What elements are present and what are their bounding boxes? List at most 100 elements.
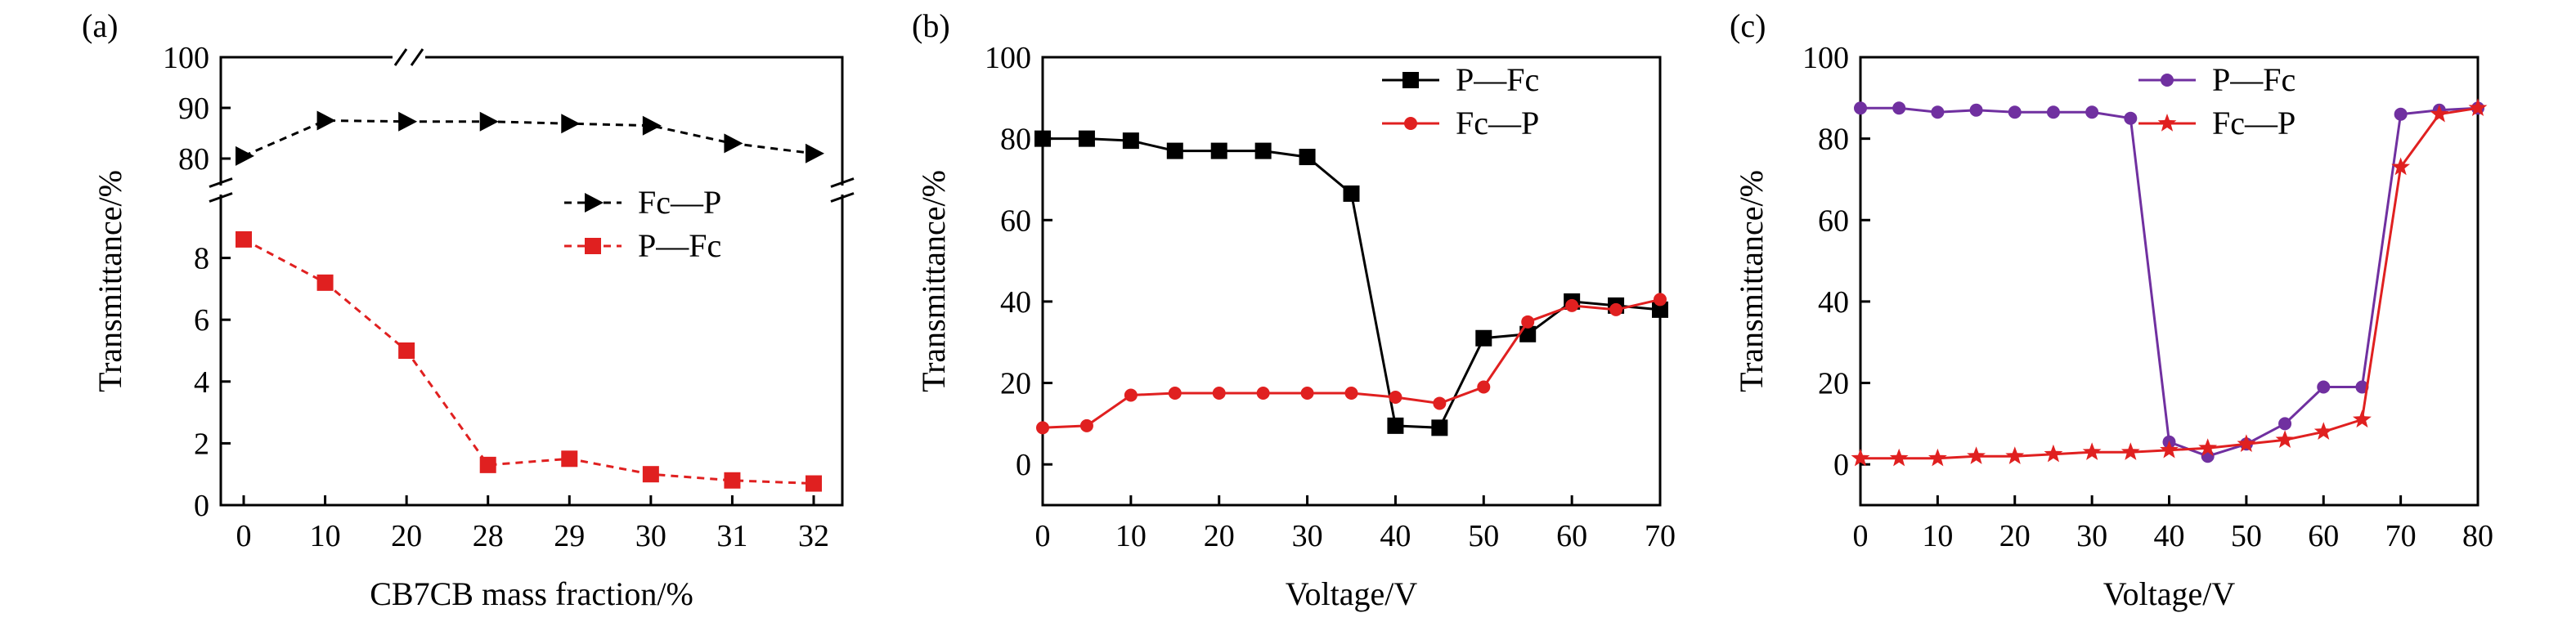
panel-b-data-point-p-fc-5 bbox=[1254, 142, 1272, 159]
panel-a-break-mark-top-2 bbox=[410, 48, 424, 66]
panel-c-ytick-label-40: 40 bbox=[1818, 285, 1849, 320]
panel-a-data-point-p-fc-0 bbox=[236, 230, 252, 248]
panel-a-ytick-label-lower-2: 2 bbox=[194, 427, 209, 461]
panel-a-frame bbox=[219, 56, 844, 507]
panel-b-xtick-label-30: 30 bbox=[1292, 519, 1323, 553]
panel-a-data-point-p-fc-2 bbox=[398, 342, 415, 359]
panel-b-data-point-p-fc-2 bbox=[1122, 132, 1139, 150]
panel-c-legend-label-fc-p: Fc—P bbox=[2212, 105, 2296, 141]
panel-b-xtick-label-50: 50 bbox=[1468, 519, 1499, 553]
panel-a-break-mark-left-1 bbox=[209, 177, 233, 188]
panel-c-data-point-fc-p-1 bbox=[1889, 448, 1909, 467]
panel-c-x-axis-title: Voltage/V bbox=[2103, 575, 2236, 612]
panel-b-data-point-fc-p-11 bbox=[1521, 315, 1535, 329]
panel-c-xtick-label-80: 80 bbox=[2462, 519, 2493, 553]
panel-b-data-point-p-fc-6 bbox=[1299, 149, 1316, 166]
panel-b-xtick-label-10: 10 bbox=[1115, 519, 1147, 553]
panel-c-ytick-label-100: 100 bbox=[1802, 41, 1849, 75]
panel-c-data-point-fc-p-10 bbox=[2237, 434, 2256, 452]
panel-c-legend-marker-fc-p bbox=[2157, 114, 2177, 132]
panel-c-data-point-fc-p-15 bbox=[2430, 104, 2449, 123]
panel-b-data-point-p-fc-10 bbox=[1475, 329, 1492, 347]
panel-c-label: (c) bbox=[1730, 7, 1766, 44]
panel-a-data-point-p-fc-3 bbox=[479, 456, 496, 473]
panel-a-data-point-fc-p-7 bbox=[806, 143, 824, 163]
panel-c-legend-label-p-fc: P—Fc bbox=[2212, 61, 2296, 98]
panel-c-data-point-fc-p-0 bbox=[1851, 448, 1870, 467]
panel-a-data-point-p-fc-4 bbox=[561, 450, 578, 468]
panel-b-data-point-fc-p-2 bbox=[1124, 388, 1138, 402]
panel-a-data-point-fc-p-3 bbox=[479, 111, 499, 132]
panel-c-y-axis-title: Transmittance/% bbox=[1733, 170, 1770, 392]
panel-b-data-point-p-fc-7 bbox=[1343, 185, 1360, 202]
panel-c-data-point-fc-p-13 bbox=[2353, 409, 2372, 428]
panel-b-data-point-p-fc-3 bbox=[1166, 142, 1183, 159]
panel-a-legend-label-p-fc: P—Fc bbox=[638, 227, 721, 264]
panel-c-data-point-p-fc-14 bbox=[2394, 107, 2408, 121]
panel-a-ytick-label-lower-8: 8 bbox=[194, 242, 209, 276]
panel-a-xtick-label-28: 28 bbox=[473, 519, 504, 553]
panel-c-ytick-label-60: 60 bbox=[1818, 204, 1849, 238]
panel-a-data-point-fc-p-5 bbox=[642, 115, 662, 136]
panel-a-ytick-label-upper-100: 100 bbox=[163, 41, 209, 75]
panel-b-legend-marker-fc-p bbox=[1404, 117, 1417, 130]
panel-c-data-point-fc-p-11 bbox=[2275, 430, 2295, 448]
panel-a-label: (a) bbox=[82, 7, 118, 44]
panel-a-data-point-fc-p-6 bbox=[724, 133, 743, 154]
panel-b-xtick-label-0: 0 bbox=[1035, 519, 1051, 553]
panel-b-data-point-fc-p-7 bbox=[1344, 387, 1358, 400]
panel-c-xtick-label-20: 20 bbox=[1999, 519, 2031, 553]
panel-a-x-axis-title: CB7CB mass fraction/% bbox=[370, 575, 693, 612]
panel-a-break-mark-top-1 bbox=[393, 48, 408, 66]
panel-c-data-point-p-fc-5 bbox=[2046, 105, 2060, 119]
panel-a-data-point-fc-p-2 bbox=[398, 111, 418, 132]
panel-c-data-point-p-fc-0 bbox=[1854, 101, 1867, 115]
panel-b-data-point-fc-p-1 bbox=[1079, 418, 1093, 432]
panel-b-xtick-label-40: 40 bbox=[1380, 519, 1411, 553]
panel-b-series-line-fc-p bbox=[1042, 298, 1661, 429]
panel-c-data-point-fc-p-5 bbox=[2044, 444, 2063, 463]
panel-b-data-point-p-fc-8 bbox=[1387, 417, 1404, 434]
panel-c-data-point-p-fc-4 bbox=[2008, 105, 2022, 119]
panel-c-data-point-fc-p-14 bbox=[2391, 157, 2410, 176]
panel-c-xtick-label-60: 60 bbox=[2308, 519, 2339, 553]
panel-b-data-point-p-fc-14 bbox=[1652, 301, 1668, 318]
panel-a-legend-marker-p-fc bbox=[585, 238, 601, 254]
panel-b-y-axis-title: Transmittance/% bbox=[915, 170, 952, 392]
panel-b-data-point-fc-p-14 bbox=[1654, 293, 1667, 307]
panel-b-frame bbox=[1041, 56, 1662, 507]
panel-a-xtick-label-0: 0 bbox=[236, 519, 252, 553]
panel-b-ytick-label-60: 60 bbox=[1000, 204, 1031, 238]
panel-a-xtick-label-10: 10 bbox=[310, 519, 341, 553]
panel-a-ytick-label-lower-6: 6 bbox=[194, 303, 209, 338]
panel-a-data-point-fc-p-0 bbox=[236, 145, 254, 166]
panel-c-data-point-p-fc-11 bbox=[2278, 417, 2292, 431]
panel-b-ytick-label-0: 0 bbox=[1016, 448, 1031, 482]
panel-a-y-axis-title: Transmittance/% bbox=[92, 170, 128, 392]
panel-a-legend-marker-fc-p bbox=[585, 193, 604, 213]
panel-a-break-mark-right-1 bbox=[830, 177, 855, 188]
panel-c-data-point-fc-p-6 bbox=[2082, 442, 2102, 460]
panel-c-data-point-fc-p-3 bbox=[1967, 446, 1986, 464]
panel-a-break-mark-left-2 bbox=[209, 192, 233, 203]
panel-b-data-point-fc-p-0 bbox=[1036, 421, 1049, 435]
panel-c-series-line-fc-p bbox=[1860, 106, 2479, 460]
panel-b-data-point-fc-p-10 bbox=[1477, 380, 1491, 394]
panel-a-break-mark-right-2 bbox=[830, 192, 855, 203]
panel-a-data-point-p-fc-7 bbox=[806, 475, 822, 492]
panel-c-legend-marker-p-fc bbox=[2161, 74, 2174, 87]
panel-c-data-point-fc-p-7 bbox=[2120, 442, 2140, 460]
panel-c-data-point-fc-p-12 bbox=[2313, 422, 2333, 440]
panel-b-ytick-label-100: 100 bbox=[985, 41, 1031, 75]
panel-c-data-point-fc-p-16 bbox=[2468, 98, 2488, 116]
panel-a-data-point-fc-p-4 bbox=[561, 114, 581, 134]
panel-b-series-line-p-fc bbox=[1043, 137, 1661, 429]
panel-b-xtick-label-60: 60 bbox=[1556, 519, 1587, 553]
panel-b-data-point-fc-p-8 bbox=[1389, 390, 1402, 404]
panel-c-data-point-p-fc-7 bbox=[2124, 111, 2138, 125]
panel-b-data-point-fc-p-6 bbox=[1300, 387, 1314, 400]
panel-a-break-gap-right bbox=[832, 186, 852, 195]
panel-b-legend-label-fc-p: Fc—P bbox=[1456, 105, 1539, 141]
